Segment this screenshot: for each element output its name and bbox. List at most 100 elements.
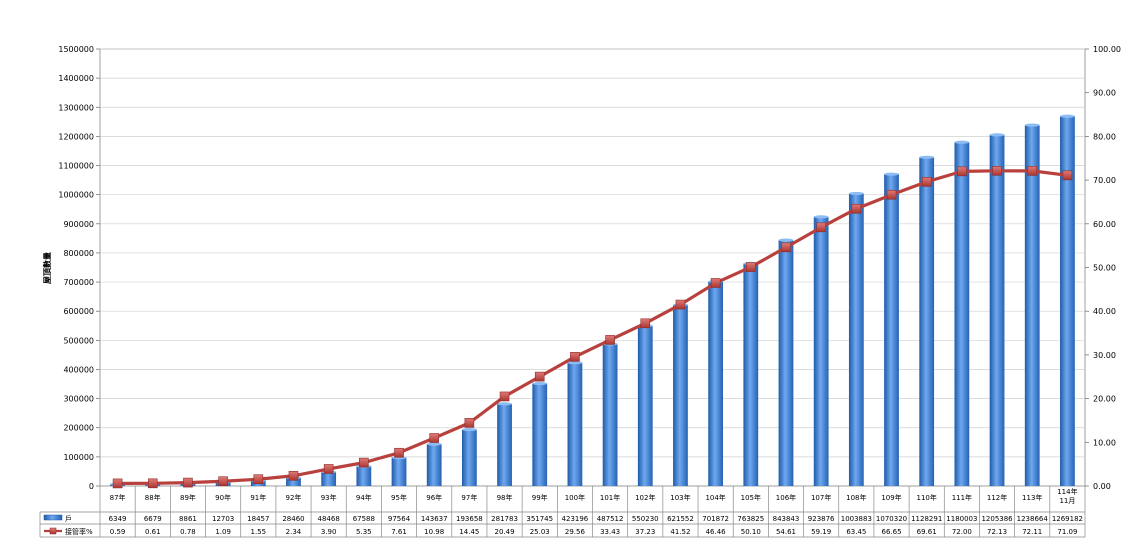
left-tick-label: 1200000 bbox=[58, 132, 94, 141]
left-tick-label: 1500000 bbox=[58, 45, 94, 54]
rate-marker bbox=[499, 391, 510, 402]
x-category-label: 111年 bbox=[952, 493, 972, 502]
x-category-label: 108年 bbox=[846, 493, 866, 502]
x-category-label: 103年 bbox=[670, 493, 690, 502]
table-cell-households: 487512 bbox=[597, 515, 624, 523]
bar bbox=[743, 263, 759, 486]
table-cell-households: 1205386 bbox=[981, 515, 1013, 523]
x-category-label: 87年 bbox=[110, 493, 126, 502]
legend-line-marker bbox=[49, 527, 57, 535]
right-tick-label: 70.00 bbox=[1093, 176, 1116, 185]
rate-marker bbox=[394, 447, 404, 458]
table-cell-households: 6349 bbox=[109, 515, 127, 523]
bar-top bbox=[954, 140, 970, 144]
bar bbox=[356, 466, 372, 486]
left-tick-label: 0 bbox=[89, 482, 94, 491]
bar bbox=[954, 142, 970, 486]
table-cell-rate: 50.10 bbox=[741, 528, 761, 536]
rate-marker bbox=[253, 474, 264, 485]
table-cell-households: 18457 bbox=[247, 515, 269, 523]
rate-marker bbox=[1062, 170, 1073, 181]
rate-marker bbox=[675, 299, 686, 310]
table-cell-rate: 20.49 bbox=[495, 528, 515, 536]
rate-marker bbox=[605, 335, 615, 345]
left-tick-label: 900000 bbox=[63, 220, 94, 229]
y-axis-label: 屋頂數量 bbox=[42, 252, 52, 284]
right-tick-label: 0.00 bbox=[1093, 482, 1111, 491]
table-cell-rate: 59.19 bbox=[811, 528, 831, 536]
table-cell-households: 1269182 bbox=[1052, 515, 1083, 523]
rate-marker bbox=[218, 476, 228, 487]
x-category-label: 99年 bbox=[532, 493, 548, 502]
right-tick-label: 40.00 bbox=[1093, 307, 1116, 316]
x-category-label: 100年 bbox=[565, 493, 585, 502]
bar-top bbox=[778, 238, 794, 242]
rate-marker bbox=[710, 278, 721, 288]
table-cell-rate: 54.61 bbox=[776, 528, 796, 536]
x-category-label: 88年 bbox=[145, 493, 161, 502]
rate-marker bbox=[464, 418, 475, 428]
right-tick-label: 20.00 bbox=[1093, 395, 1116, 404]
table-cell-households: 28460 bbox=[282, 515, 304, 523]
rate-marker bbox=[640, 318, 651, 329]
right-tick-label: 80.00 bbox=[1093, 132, 1116, 141]
bar bbox=[919, 157, 935, 486]
rate-marker bbox=[746, 262, 756, 272]
bar-top bbox=[426, 442, 442, 446]
table-cell-rate: 33.43 bbox=[600, 528, 620, 536]
table-cell-rate: 0.78 bbox=[180, 528, 196, 536]
x-category-label: 104年 bbox=[705, 493, 725, 502]
bar-top bbox=[813, 215, 829, 219]
x-category-label: 93年 bbox=[321, 493, 337, 502]
table-cell-households: 621552 bbox=[667, 515, 694, 523]
left-tick-label: 1300000 bbox=[58, 103, 94, 112]
table-cell-rate: 72.00 bbox=[952, 528, 972, 536]
table-cell-households: 1180003 bbox=[946, 515, 977, 523]
plot-frame bbox=[99, 48, 1086, 487]
x-category-label: 101年 bbox=[600, 493, 620, 502]
bar-top bbox=[461, 427, 477, 432]
bar bbox=[286, 477, 301, 486]
x-category-label: 105年 bbox=[741, 493, 761, 502]
left-tick-label: 500000 bbox=[63, 336, 94, 345]
table-cell-rate: 46.46 bbox=[706, 528, 727, 536]
table-cell-households: 6679 bbox=[144, 515, 162, 523]
legend-bar-key: 戶 bbox=[43, 514, 72, 523]
table-cell-households: 1238664 bbox=[1017, 515, 1049, 523]
rate-marker bbox=[534, 371, 545, 382]
bar bbox=[426, 444, 442, 486]
x-category-label: 95年 bbox=[391, 493, 407, 502]
table-cell-households: 48468 bbox=[318, 515, 340, 523]
table-cell-households: 193658 bbox=[456, 515, 483, 523]
right-tick-label: 50.00 bbox=[1093, 264, 1116, 273]
rate-marker bbox=[147, 478, 158, 489]
x-category-label: 109年 bbox=[881, 493, 901, 502]
rate-marker bbox=[992, 165, 1002, 176]
rate-marker bbox=[570, 352, 580, 362]
left-tick-label: 1000000 bbox=[58, 191, 94, 200]
table-cell-households: 143637 bbox=[421, 515, 448, 523]
x-category-label: 98年 bbox=[497, 493, 513, 502]
table-cell-rate: 0.61 bbox=[145, 528, 161, 536]
table-cell-rate: 2.34 bbox=[286, 528, 302, 536]
table-cell-rate: 3.90 bbox=[321, 528, 337, 536]
x-category-label: 106年 bbox=[776, 493, 796, 502]
rate-marker bbox=[816, 222, 826, 233]
bar bbox=[461, 429, 477, 486]
table-cell-households: 701872 bbox=[702, 515, 729, 523]
legend-bar-label: 戶 bbox=[65, 514, 72, 523]
table-cell-households: 12703 bbox=[212, 515, 234, 523]
rate-line bbox=[117, 169, 1068, 486]
bar bbox=[567, 362, 583, 486]
table-cell-households: 1003883 bbox=[841, 515, 872, 523]
table-cell-households: 923876 bbox=[808, 515, 835, 523]
table-cell-rate: 69.61 bbox=[917, 528, 937, 536]
x-category-label: 102年 bbox=[635, 493, 655, 502]
x-category-label: 90年 bbox=[215, 493, 231, 502]
left-tick-label: 1400000 bbox=[58, 74, 94, 83]
table-cell-rate: 72.13 bbox=[987, 528, 1007, 536]
left-tick-label: 200000 bbox=[63, 424, 94, 433]
table-cell-rate: 71.09 bbox=[1057, 528, 1077, 536]
bar bbox=[637, 325, 653, 486]
x-category-label: 92年 bbox=[286, 493, 302, 502]
